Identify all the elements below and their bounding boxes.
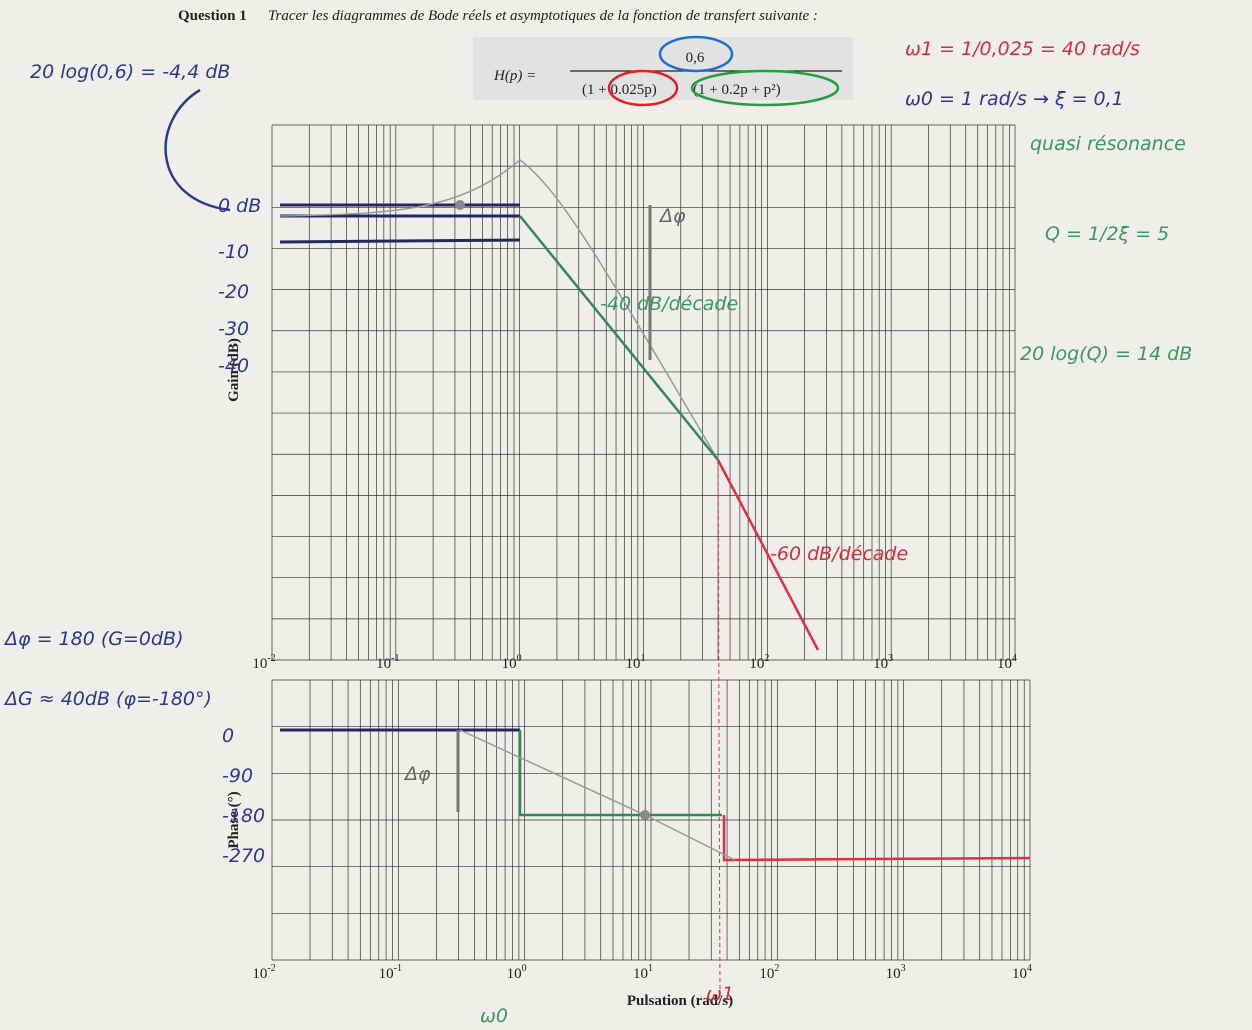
tick-exp: 2 [764,653,769,664]
formula-denominator-1: (1 + 0.025p) [582,82,657,98]
tick-base: 10 [626,656,641,672]
note: Q = 1/2ξ = 5 [1045,223,1169,245]
page: Question 1 Tracer les diagrammes de Bode… [0,0,1252,1030]
tick-exp: 2 [774,963,779,974]
tick-base: 10 [759,966,774,982]
tick-exp: 0 [517,653,522,664]
minus10-line [280,240,520,242]
note: ω1 [706,983,734,1005]
tick-exp: 4 [1027,963,1032,974]
hand-gain-label: 0 dB [218,195,261,217]
tick-exp: 4 [1012,653,1017,664]
hand-phase-label: -180 [222,805,265,827]
tick-exp: -1 [394,963,402,974]
formula-lhs: H(p) = [493,68,536,84]
tick-base: 10 [749,656,764,672]
tick-base: 10 [886,966,901,982]
tick-base: 10 [252,656,267,672]
tick-exp: 1 [648,963,653,974]
note: -40 dB/décade [600,293,738,315]
hand-gain-label: -20 [218,281,249,303]
tick-base: 10 [376,656,391,672]
tick-exp: 3 [888,653,893,664]
note: 20 log(0,6) = -4,4 dB [30,61,230,83]
tick-exp: -2 [267,653,275,664]
tick-base: 10 [379,966,394,982]
tick-exp: 0 [522,963,527,974]
note: Δφ [403,763,431,785]
hand-phase-label: -270 [222,845,265,867]
note: ΔG ≈ 40dB (φ=-180°) [3,688,212,710]
hand-phase-label: 0 [222,725,234,747]
tick-exp: -2 [267,963,275,974]
tick-base: 10 [507,966,522,982]
note: 20 log(Q) = 14 dB [1020,343,1192,365]
hand-gain-label: -10 [218,241,249,263]
formula-denominator-2: (1 + 0.2p + p²) [693,82,781,98]
tick-exp: 3 [901,963,906,974]
tick-base: 10 [633,966,648,982]
note: quasi résonance [1030,133,1186,155]
phase-dot [640,810,650,820]
tick-base: 10 [1012,966,1027,982]
tick-base: 10 [997,656,1012,672]
tick-base: 10 [502,656,517,672]
hand-gain-label: -40 [218,355,249,377]
hand-gain-label: -30 [218,318,249,340]
note: ω0 [480,1005,508,1027]
formula-numerator: 0,6 [686,50,705,66]
hand-phase-label: -90 [222,765,253,787]
question-text: Tracer les diagrammes de Bode réels et a… [268,8,818,24]
note: ω1 = 1/0,025 = 40 rad/s [905,38,1140,60]
note: -60 dB/décade [770,543,908,565]
question-label: Question 1 [178,8,247,24]
note: ω0 = 1 rad/s → ξ = 0,1 [905,88,1124,110]
tick-base: 10 [252,966,267,982]
tick-base: 10 [873,656,888,672]
note: Δφ [658,205,686,227]
crossover-dot [455,200,465,210]
note: Δφ = 180 (G=0dB) [3,628,184,650]
tick-exp: 1 [641,653,646,664]
tick-exp: -1 [391,653,399,664]
